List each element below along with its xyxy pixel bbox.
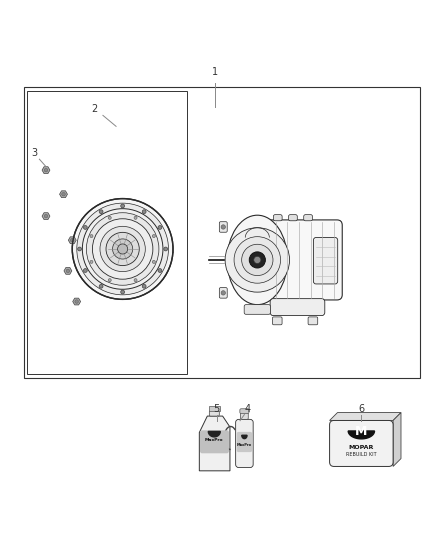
Circle shape bbox=[90, 235, 93, 238]
Circle shape bbox=[75, 300, 78, 303]
FancyBboxPatch shape bbox=[240, 413, 248, 419]
Circle shape bbox=[152, 261, 155, 263]
Circle shape bbox=[62, 192, 65, 196]
Polygon shape bbox=[42, 167, 50, 174]
Text: 1: 1 bbox=[212, 67, 218, 77]
Text: 6: 6 bbox=[358, 404, 364, 414]
FancyBboxPatch shape bbox=[266, 220, 342, 300]
Circle shape bbox=[152, 235, 155, 238]
Circle shape bbox=[142, 210, 146, 214]
Circle shape bbox=[221, 225, 226, 229]
Circle shape bbox=[86, 213, 159, 285]
Circle shape bbox=[254, 256, 261, 263]
Circle shape bbox=[234, 237, 281, 283]
FancyBboxPatch shape bbox=[209, 410, 219, 416]
FancyBboxPatch shape bbox=[314, 238, 338, 284]
FancyBboxPatch shape bbox=[329, 421, 393, 466]
Text: 3: 3 bbox=[31, 148, 37, 158]
Circle shape bbox=[142, 285, 146, 288]
Ellipse shape bbox=[72, 248, 173, 257]
FancyBboxPatch shape bbox=[219, 222, 227, 232]
Circle shape bbox=[113, 239, 133, 259]
FancyBboxPatch shape bbox=[273, 215, 282, 221]
Circle shape bbox=[158, 225, 162, 229]
Text: 2: 2 bbox=[91, 104, 97, 114]
Circle shape bbox=[164, 247, 168, 251]
Circle shape bbox=[44, 214, 48, 218]
FancyBboxPatch shape bbox=[200, 430, 229, 453]
Circle shape bbox=[121, 204, 124, 208]
Circle shape bbox=[221, 290, 226, 295]
Polygon shape bbox=[393, 413, 401, 466]
Polygon shape bbox=[42, 213, 50, 220]
Circle shape bbox=[71, 238, 74, 242]
Bar bbox=[27, 91, 187, 374]
Circle shape bbox=[66, 269, 70, 273]
Polygon shape bbox=[208, 431, 220, 437]
Circle shape bbox=[106, 232, 139, 265]
FancyBboxPatch shape bbox=[240, 409, 249, 414]
Circle shape bbox=[134, 216, 137, 219]
FancyBboxPatch shape bbox=[289, 215, 297, 221]
Bar bbox=[24, 87, 420, 378]
Circle shape bbox=[44, 168, 48, 172]
Polygon shape bbox=[329, 413, 401, 421]
Text: REBUILD KIT: REBUILD KIT bbox=[346, 453, 377, 457]
Text: MOPAR: MOPAR bbox=[349, 445, 374, 450]
Circle shape bbox=[77, 203, 169, 295]
FancyBboxPatch shape bbox=[237, 432, 252, 452]
Text: MaxPro: MaxPro bbox=[237, 443, 252, 447]
Text: 4: 4 bbox=[244, 404, 251, 414]
Polygon shape bbox=[64, 268, 72, 274]
Circle shape bbox=[134, 279, 137, 281]
FancyBboxPatch shape bbox=[236, 419, 253, 467]
Text: MaxPro: MaxPro bbox=[205, 438, 224, 442]
FancyBboxPatch shape bbox=[270, 298, 325, 316]
Polygon shape bbox=[348, 431, 374, 439]
Circle shape bbox=[121, 290, 124, 294]
FancyBboxPatch shape bbox=[304, 215, 312, 221]
Circle shape bbox=[225, 228, 290, 292]
Polygon shape bbox=[68, 237, 76, 244]
Circle shape bbox=[242, 244, 273, 276]
Circle shape bbox=[78, 247, 81, 251]
FancyBboxPatch shape bbox=[244, 305, 270, 314]
Polygon shape bbox=[73, 298, 81, 305]
Circle shape bbox=[92, 219, 153, 279]
Circle shape bbox=[108, 279, 111, 281]
Circle shape bbox=[249, 252, 265, 268]
Circle shape bbox=[90, 261, 93, 263]
Polygon shape bbox=[199, 416, 230, 471]
Circle shape bbox=[99, 285, 103, 288]
Circle shape bbox=[117, 244, 128, 254]
Text: 5: 5 bbox=[214, 404, 220, 414]
FancyBboxPatch shape bbox=[219, 288, 227, 298]
Circle shape bbox=[72, 199, 173, 300]
Polygon shape bbox=[208, 406, 220, 410]
Circle shape bbox=[158, 269, 162, 272]
FancyBboxPatch shape bbox=[308, 317, 318, 325]
Circle shape bbox=[83, 269, 87, 272]
Text: M: M bbox=[355, 425, 367, 438]
Polygon shape bbox=[60, 191, 67, 198]
Polygon shape bbox=[242, 435, 247, 439]
Circle shape bbox=[100, 227, 145, 272]
Ellipse shape bbox=[227, 215, 287, 305]
Circle shape bbox=[108, 216, 111, 219]
Circle shape bbox=[99, 210, 103, 214]
Circle shape bbox=[82, 209, 163, 289]
Circle shape bbox=[83, 225, 87, 229]
FancyBboxPatch shape bbox=[272, 317, 282, 325]
